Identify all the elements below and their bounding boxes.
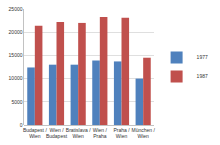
svg-text:25000: 25000 <box>9 6 23 12</box>
svg-text:Bratislava /Wien: Bratislava /Wien <box>66 127 91 140</box>
svg-text:0: 0 <box>20 122 23 128</box>
svg-text:Wien /Praha: Wien /Praha <box>93 127 108 140</box>
svg-text:20000: 20000 <box>9 29 23 35</box>
svg-text:Budapest /Wien: Budapest /Wien <box>23 127 48 140</box>
svg-text:15000: 15000 <box>9 52 23 58</box>
svg-text:Wien /Budapest: Wien /Budapest <box>46 127 68 140</box>
svg-text:1987: 1987 <box>197 73 208 79</box>
svg-text:10000: 10000 <box>9 75 23 81</box>
svg-text:München /Wien: München /Wien <box>131 127 155 140</box>
svg-text:Praha /Wien: Praha /Wien <box>113 127 130 140</box>
svg-text:5000: 5000 <box>11 99 22 105</box>
svg-text:1977: 1977 <box>197 54 208 60</box>
